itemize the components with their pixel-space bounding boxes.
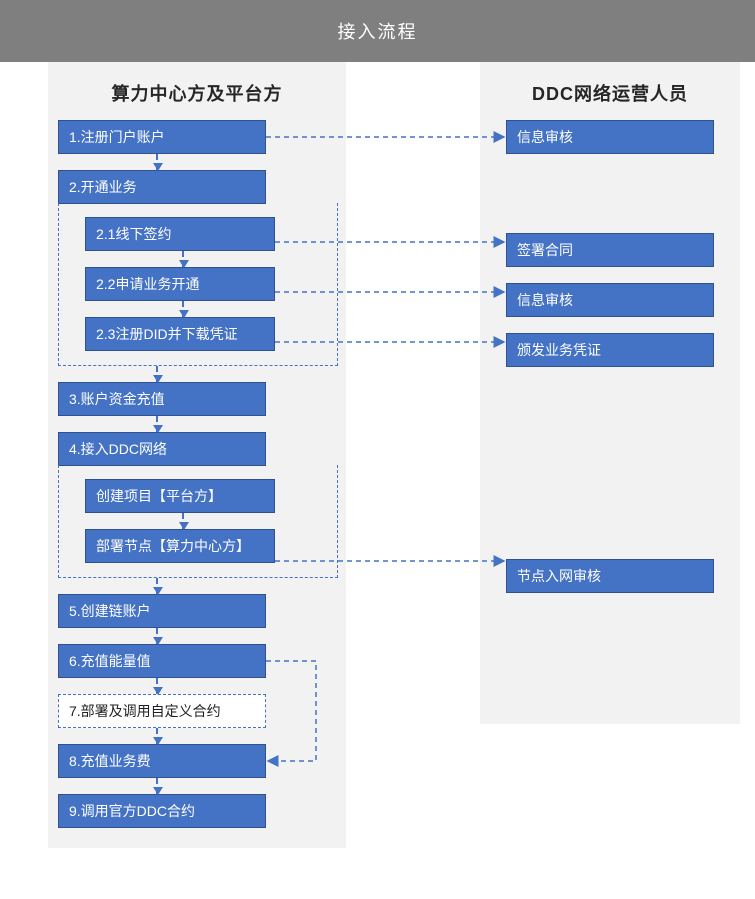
- step-label: 8.充值业务费: [69, 753, 151, 769]
- connector-v: [48, 628, 346, 644]
- connector-v: [48, 678, 346, 694]
- left-step-6: 6.充值能量值: [58, 644, 266, 678]
- connector-v: [59, 301, 337, 317]
- connector-v: [59, 251, 337, 267]
- connector-v: [48, 366, 346, 382]
- step-label: 4.接入DDC网络: [69, 441, 167, 457]
- page-header: 接入流程: [0, 0, 755, 62]
- left-step-7: 7.部署及调用自定义合约: [58, 694, 266, 728]
- header-title: 接入流程: [338, 22, 418, 42]
- left-step-3: 3.账户资金充值: [58, 382, 266, 416]
- step-label: 2.2申请业务开通: [96, 276, 199, 292]
- step-label: 2.3注册DID并下载凭证: [96, 326, 238, 342]
- left-step-4: 4.接入DDC网络: [58, 432, 266, 466]
- step-label: 节点入网审核: [517, 568, 601, 584]
- right-r3: 信息审核: [506, 283, 714, 317]
- step-label: 6.充值能量值: [69, 653, 151, 669]
- connector-v: [48, 578, 346, 594]
- right-title: DDC网络运营人员: [480, 80, 740, 106]
- left-step-5: 5.创建链账户: [58, 594, 266, 628]
- step-label: 颁发业务凭证: [517, 342, 601, 358]
- step-label: 3.账户资金充值: [69, 391, 165, 407]
- spacer: [480, 317, 740, 333]
- column-gap: [346, 62, 480, 848]
- step-label: 1.注册门户账户: [69, 129, 165, 145]
- step-label: 9.调用官方DDC合约: [69, 803, 195, 819]
- step-label: 5.创建链账户: [69, 603, 151, 619]
- step-label: 信息审核: [517, 292, 573, 308]
- spacer: [480, 367, 740, 559]
- left-column: 算力中心方及平台方 1.注册门户账户 2.开通业务 2.1线下签约 2.2申请业…: [48, 62, 346, 848]
- left-step-2-2: 2.2申请业务开通: [85, 267, 275, 301]
- columns-wrap: 算力中心方及平台方 1.注册门户账户 2.开通业务 2.1线下签约 2.2申请业…: [0, 62, 755, 848]
- step2-group: 2.1线下签约 2.2申请业务开通 2.3注册DID并下载凭证: [58, 203, 338, 366]
- right-r2: 签署合同: [506, 233, 714, 267]
- left-title: 算力中心方及平台方: [48, 80, 346, 106]
- spacer: [480, 267, 740, 283]
- step-label: 2.1线下签约: [96, 226, 171, 242]
- left-step-2-1: 2.1线下签约: [85, 217, 275, 251]
- connector-v: [59, 513, 337, 529]
- right-r1: 信息审核: [506, 120, 714, 154]
- step4-group: 创建项目【平台方】 部署节点【算力中心方】: [58, 465, 338, 578]
- right-r4: 颁发业务凭证: [506, 333, 714, 367]
- step-label: 部署节点【算力中心方】: [96, 538, 250, 554]
- connector-v: [48, 416, 346, 432]
- left-step-9: 9.调用官方DDC合约: [58, 794, 266, 828]
- step-label: 信息审核: [517, 129, 573, 145]
- step-label: 7.部署及调用自定义合约: [69, 703, 221, 719]
- connector-v: [48, 728, 346, 744]
- spacer: [480, 154, 740, 233]
- connector-v: [48, 778, 346, 794]
- left-step-4-2: 部署节点【算力中心方】: [85, 529, 275, 563]
- connector-v: [48, 154, 346, 170]
- left-step-4-1: 创建项目【平台方】: [85, 479, 275, 513]
- left-step-2-3: 2.3注册DID并下载凭证: [85, 317, 275, 351]
- left-step-2: 2.开通业务: [58, 170, 266, 204]
- step-label: 签署合同: [517, 242, 573, 258]
- left-step-8: 8.充值业务费: [58, 744, 266, 778]
- right-column: DDC网络运营人员 信息审核 签署合同 信息审核 颁发业务凭证 节点入网审核: [480, 62, 740, 724]
- left-step-1: 1.注册门户账户: [58, 120, 266, 154]
- step-label: 创建项目【平台方】: [96, 488, 222, 504]
- step-label: 2.开通业务: [69, 179, 137, 195]
- right-r5: 节点入网审核: [506, 559, 714, 593]
